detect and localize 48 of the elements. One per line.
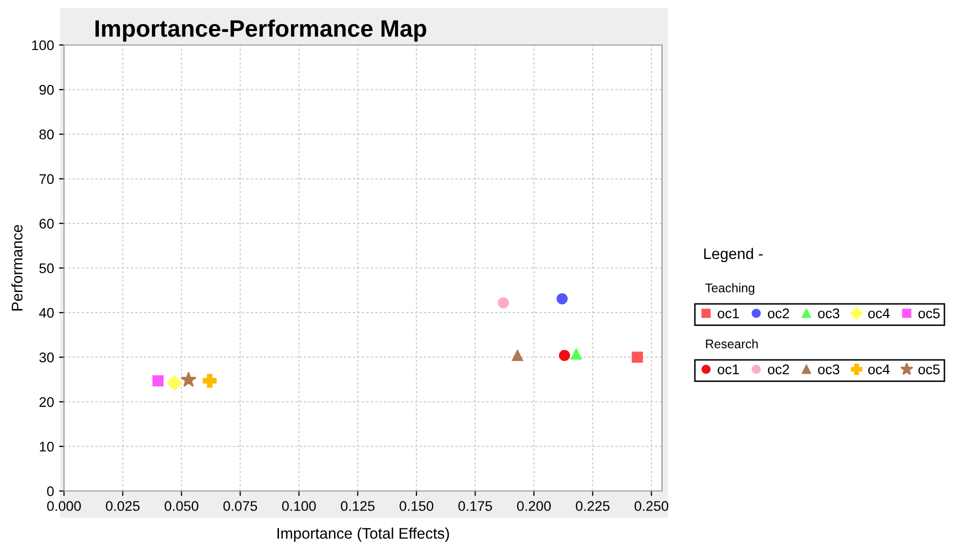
x-tick-label: 0.050 [164,501,198,511]
point [152,375,164,386]
legend-label: oc3 [818,364,840,374]
y-tick-label: 0 [47,486,54,496]
point [512,350,524,361]
x-tick-label: 0.175 [458,501,492,511]
text: Teaching [705,283,754,295]
chart-title: Importance-Performance Map [95,20,426,42]
text: Research [706,339,758,348]
legend-label: oc5 [918,308,940,318]
point [556,293,568,304]
y-tick-label: 10 [40,442,54,452]
point [632,352,643,363]
y-tick-label: 60 [40,218,54,229]
legend-label: oc2 [768,308,790,318]
legend-label: oc4 [868,308,890,318]
legend-label: oc5 [918,364,940,374]
x-tick-label: 0.225 [576,501,610,511]
y-axis-title: Performance [11,224,23,310]
legend-label: oc4 [868,364,890,374]
legend-label: oc1 [718,308,739,318]
x-tick-label: 0.125 [340,501,375,511]
legend-title: Legend - [704,248,763,262]
legend-label: oc3 [818,308,840,318]
legend-label: oc2 [768,364,790,374]
x-tick-label: 0.200 [517,501,551,511]
x-tick-label: 0.150 [400,501,434,511]
point [202,374,217,388]
x-tick-label: 0.075 [223,501,258,511]
point [498,297,509,308]
point [180,372,196,387]
y-tick-label: 20 [40,397,54,407]
y-tick-label: 40 [39,308,54,318]
x-tick-label: 0.025 [106,501,140,511]
point [558,350,570,361]
y-tick-label: 100 [32,40,54,50]
x-tick-label: 0.100 [282,501,316,511]
y-tick-label: 30 [39,352,54,362]
x-tick-label: 0.250 [634,501,668,511]
legend-label: oc1 [718,364,739,374]
y-tick-label: 80 [39,130,54,140]
x-axis-title: Importance (Total Effects) [278,528,449,542]
y-tick-label: 50 [39,263,54,274]
y-tick-label: 90 [39,84,54,95]
point [166,376,182,391]
point [570,348,582,360]
x-tick-label: 0.000 [47,501,81,511]
y-tick-label: 70 [40,174,54,184]
